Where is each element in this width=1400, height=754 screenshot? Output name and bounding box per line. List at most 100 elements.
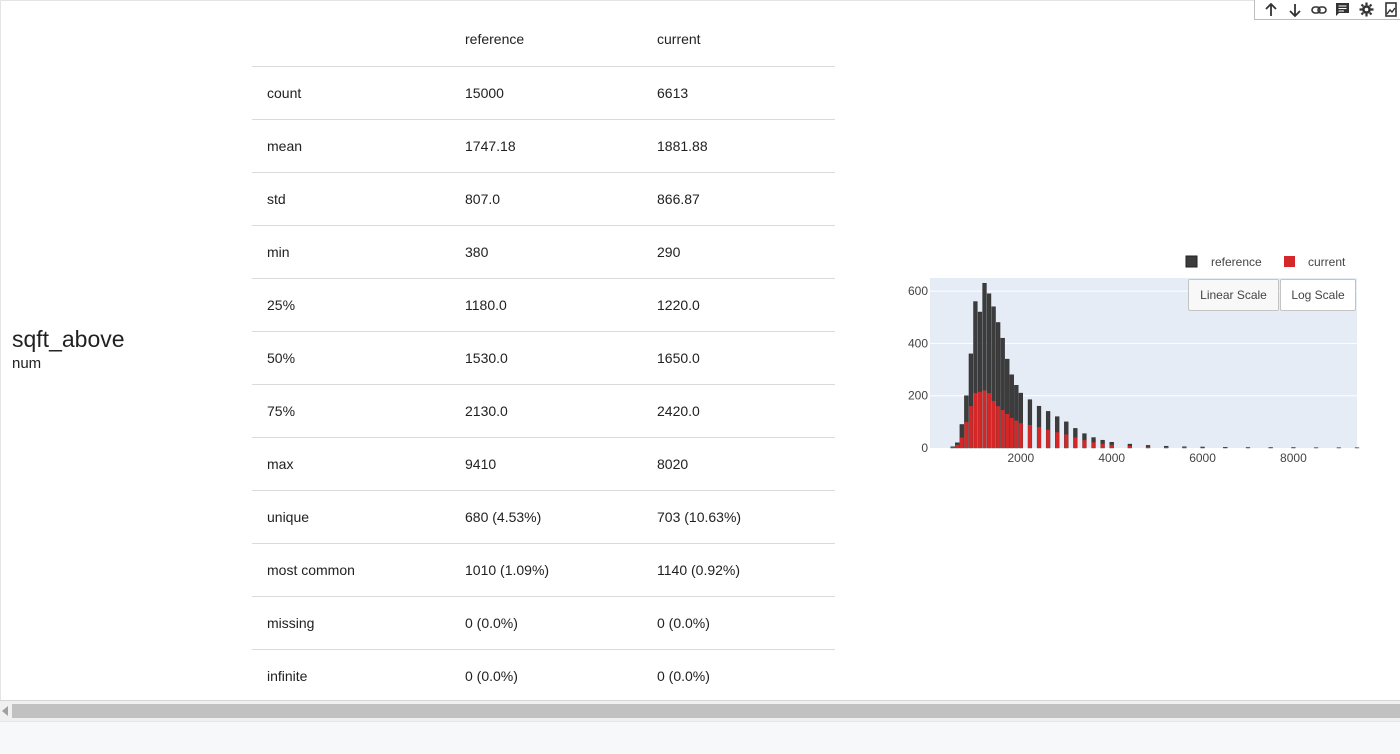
bar-current (983, 390, 987, 448)
bar-current (1028, 425, 1032, 448)
bar-current (1083, 440, 1087, 448)
feature-type: num (12, 355, 125, 372)
header-cell-current: current (642, 12, 835, 67)
current-value-cell: 866.87 (642, 173, 835, 226)
row-label-cell: 25% (252, 279, 450, 332)
bar-current (996, 406, 1000, 448)
reference-value-cell: 1747.18 (450, 120, 642, 173)
legend: reference current (1186, 255, 1346, 269)
bar-current (1146, 447, 1150, 448)
reference-value-cell: 0 (0.0%) (450, 597, 642, 650)
gear-icon[interactable] (1357, 1, 1376, 19)
current-value-cell: 8020 (642, 438, 835, 491)
legend-swatch-current (1284, 256, 1295, 267)
arrow-up-icon[interactable] (1261, 1, 1280, 19)
bar-current (1001, 410, 1005, 448)
x-tick-label: 4000 (1098, 451, 1125, 465)
bar-current (1101, 444, 1105, 448)
reference-value-cell: 2130.0 (450, 385, 642, 438)
row-label-cell: max (252, 438, 450, 491)
bottom-strip (0, 721, 1400, 754)
feature-name: sqft_above (12, 325, 125, 353)
arrow-down-icon[interactable] (1285, 1, 1304, 19)
reference-value-cell: 807.0 (450, 173, 642, 226)
bar-current (1073, 438, 1077, 448)
row-label-cell: min (252, 226, 450, 279)
current-value-cell: 1220.0 (642, 279, 835, 332)
bar-current (1201, 447, 1205, 448)
bar-current (1092, 442, 1096, 448)
reference-value-cell: 1180.0 (450, 279, 642, 332)
legend-swatch-reference (1186, 256, 1197, 267)
row-label-cell: 75% (252, 385, 450, 438)
current-value-cell: 1881.88 (642, 120, 835, 173)
header-cell-reference: reference (450, 12, 642, 67)
y-tick-label: 200 (908, 389, 928, 403)
bar-current (1223, 447, 1227, 448)
bar-current (1182, 447, 1186, 448)
row-label-cell: infinite (252, 650, 450, 703)
bar-current (1064, 434, 1068, 448)
scroll-left-icon[interactable] (2, 706, 8, 716)
x-tick-label: 2000 (1007, 451, 1034, 465)
comment-icon[interactable] (1333, 1, 1352, 19)
bar-current (973, 393, 977, 448)
bar-current (1055, 432, 1059, 448)
image-icon[interactable] (1381, 1, 1400, 19)
current-value-cell: 290 (642, 226, 835, 279)
current-value-cell: 1650.0 (642, 332, 835, 385)
bar-current (978, 392, 982, 448)
reference-value-cell: 1010 (1.09%) (450, 544, 642, 597)
current-value-cell: 1140 (0.92%) (642, 544, 835, 597)
x-tick-label: 6000 (1189, 451, 1216, 465)
reference-value-cell: 15000 (450, 67, 642, 120)
legend-label-reference: reference (1211, 255, 1262, 269)
bar-current (1010, 418, 1014, 448)
row-label-cell: std (252, 173, 450, 226)
bar-current (987, 393, 991, 448)
bar-current (969, 406, 973, 448)
bar-current (1005, 414, 1009, 448)
bar-current (1110, 445, 1114, 448)
reference-value-cell: 680 (4.53%) (450, 491, 642, 544)
current-value-cell: 0 (0.0%) (642, 650, 835, 703)
link-icon[interactable] (1309, 1, 1328, 19)
cell-toolbar (1254, 0, 1400, 20)
log-scale-button[interactable]: Log Scale (1280, 279, 1356, 311)
legend-label-current: current (1308, 255, 1346, 269)
bar-current (1128, 446, 1132, 448)
current-value-cell: 6613 (642, 67, 835, 120)
bar-current (1037, 427, 1041, 448)
row-label-cell: missing (252, 597, 450, 650)
scrollbar-thumb[interactable] (12, 704, 1400, 718)
y-tick-label: 0 (921, 441, 928, 455)
bar-current (1046, 430, 1050, 448)
current-value-cell: 2420.0 (642, 385, 835, 438)
bar-current (964, 422, 968, 448)
reference-value-cell: 1530.0 (450, 332, 642, 385)
bar-current (1164, 447, 1168, 448)
current-value-cell: 0 (0.0%) (642, 597, 835, 650)
horizontal-scrollbar[interactable] (0, 700, 1400, 721)
bar-current (1019, 423, 1023, 448)
reference-value-cell: 380 (450, 226, 642, 279)
bar-current (992, 401, 996, 448)
row-label-cell: unique (252, 491, 450, 544)
row-label-cell: count (252, 67, 450, 120)
linear-scale-button[interactable]: Linear Scale (1188, 279, 1279, 311)
reference-value-cell: 9410 (450, 438, 642, 491)
table-header-row: reference current (252, 12, 835, 67)
current-value-cell: 703 (10.63%) (642, 491, 835, 544)
y-tick-label: 600 (908, 284, 928, 298)
bar-current (951, 447, 955, 448)
bar-current (1014, 421, 1018, 448)
